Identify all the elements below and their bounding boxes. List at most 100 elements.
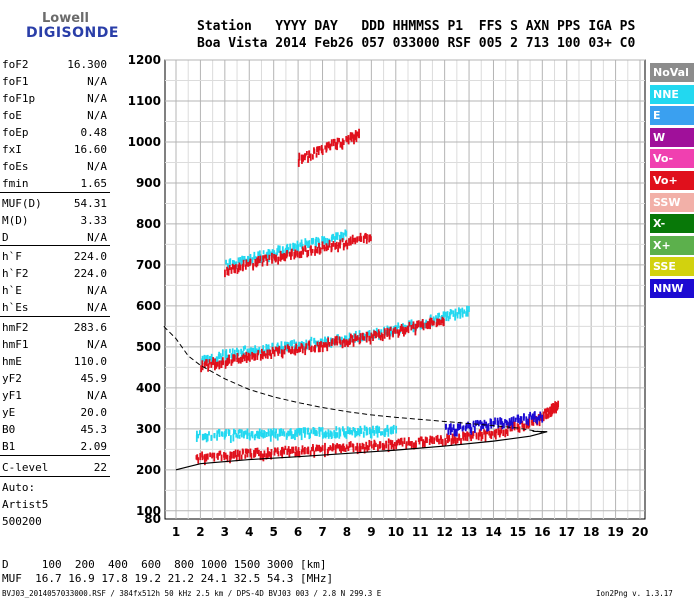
trace-point: [503, 422, 505, 429]
trace-point: [296, 250, 299, 258]
trace-point: [465, 423, 468, 430]
param-value: 16.60: [73, 143, 107, 156]
trace-point: [238, 428, 241, 434]
trace-point: [259, 353, 262, 361]
trace-point: [488, 430, 491, 436]
y-tick-label: 80: [144, 512, 161, 526]
trace-point: [369, 236, 372, 242]
trace-point: [531, 421, 533, 426]
trace-point: [386, 325, 389, 330]
trace-point: [482, 423, 485, 430]
autoscaling-mode: Auto:: [2, 481, 36, 494]
trace-point: [456, 437, 459, 444]
trace-point: [315, 152, 318, 158]
trace-point: [416, 320, 418, 329]
trace-point: [409, 441, 412, 446]
trace-point: [365, 236, 368, 244]
trace-point: [387, 428, 390, 437]
trace-point: [425, 319, 428, 326]
trace-point: [330, 139, 333, 147]
x-tick-label: 1: [172, 525, 180, 539]
trace-point: [429, 323, 431, 330]
trace-point: [248, 348, 251, 356]
trace-point: [383, 332, 386, 339]
trace-point: [392, 328, 395, 333]
trace-point: [297, 159, 300, 167]
trace-point: [242, 346, 245, 352]
trace-point: [316, 146, 318, 153]
trace-point: [404, 326, 407, 335]
trace-point: [463, 432, 466, 437]
trace-point: [277, 351, 280, 356]
param-name: foF1: [2, 75, 29, 88]
trace-point: [363, 336, 366, 341]
trace-point: [298, 451, 301, 458]
trace-point: [327, 446, 330, 452]
trace-point: [228, 354, 230, 361]
trace-point: [281, 452, 284, 459]
trace-point: [521, 420, 524, 428]
trace-point: [351, 234, 354, 240]
trace-point: [230, 267, 233, 274]
trace-point: [264, 353, 267, 359]
muf-curve: [163, 326, 543, 433]
trace-point: [263, 450, 266, 458]
trace-point: [284, 253, 287, 262]
trace-point: [279, 255, 282, 262]
trace-point: [343, 445, 345, 452]
trace-point: [218, 361, 221, 370]
param-row: fxI 16.60: [2, 143, 107, 157]
trace-point: [205, 355, 208, 362]
trace-point: [286, 344, 289, 349]
trace-point: [457, 423, 459, 431]
trace-point: [356, 335, 359, 340]
y-tick-label: 500: [136, 340, 161, 354]
trace-point: [247, 352, 250, 361]
trace-point: [395, 425, 398, 434]
trace-point: [291, 346, 294, 354]
trace-point: [274, 448, 277, 453]
trace-point: [510, 417, 513, 426]
trace-point: [344, 339, 346, 347]
trace-point: [544, 408, 546, 414]
trace-point: [405, 441, 408, 446]
trace-point: [291, 446, 293, 454]
trace-point: [339, 141, 342, 148]
trace-point: [458, 435, 461, 441]
trace-point: [532, 416, 535, 423]
trace-point: [421, 318, 424, 326]
param-name: hmF1: [2, 338, 29, 351]
trace-point: [309, 432, 311, 439]
trace-point: [531, 413, 534, 420]
trace-point: [210, 434, 213, 441]
trace-point: [312, 444, 314, 450]
trace-point: [328, 243, 331, 248]
trace-point: [203, 454, 206, 459]
trace-point: [206, 434, 209, 442]
trace-point: [315, 236, 318, 245]
trace-point: [330, 431, 333, 440]
trace-point: [312, 237, 315, 244]
param-row: D N/A: [2, 231, 107, 245]
trace-point: [368, 234, 371, 243]
param-name: hmE: [2, 355, 22, 368]
trace-point: [314, 246, 317, 254]
trace-point: [296, 431, 298, 437]
trace-point: [225, 354, 228, 361]
trace-point: [396, 325, 398, 331]
y-tick-label: 1100: [128, 94, 161, 108]
trace-point: [345, 430, 348, 439]
trace-point: [253, 255, 256, 260]
trace-point: [446, 311, 449, 318]
trace-point: [245, 355, 248, 363]
trace-point: [273, 253, 275, 259]
trace-point: [294, 249, 297, 257]
trace-point: [336, 341, 339, 346]
x-tick-label: 4: [245, 525, 253, 539]
trace-point: [236, 347, 238, 353]
trace-point: [278, 245, 281, 253]
trace-point: [386, 327, 389, 335]
trace-point: [452, 438, 455, 444]
trace-point: [483, 419, 486, 427]
param-value: N/A: [87, 109, 107, 122]
